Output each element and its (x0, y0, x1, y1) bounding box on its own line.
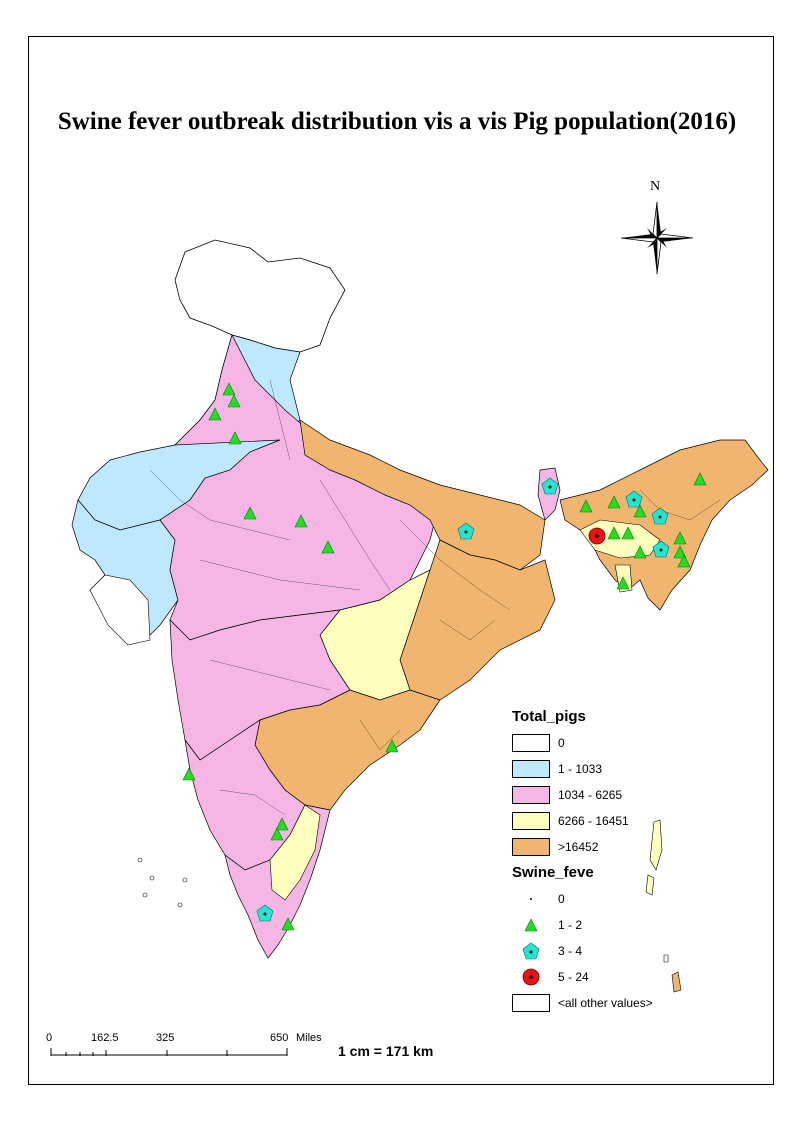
legend-fever-0: 0 (512, 886, 712, 912)
region-gujarat-white (89, 574, 151, 646)
legend-label: 0 (558, 736, 565, 750)
legend-class-0: 0 (512, 730, 712, 756)
legend-swatch (512, 760, 550, 778)
legend-fever-1-2: 1 - 2 (512, 912, 712, 938)
region-east (399, 539, 556, 701)
lakshadweep-islands (137, 857, 188, 908)
cyan-pentagon-icon (512, 942, 550, 960)
legend-fever-5-24: 5 - 24 (512, 964, 712, 990)
legend-label: 1034 - 6265 (558, 788, 623, 802)
scale-unit-label: Miles (296, 1032, 322, 1044)
district-boundaries (149, 379, 721, 816)
legend-swatch (512, 838, 550, 856)
legend-swatch (512, 994, 550, 1012)
legend-label: 6266 - 16451 (558, 814, 629, 828)
region-northeast (559, 439, 769, 611)
outbreak-marker-5-24 (588, 527, 606, 545)
outbreak-marker-3-4-centers (263, 485, 663, 916)
legend-total-pigs-heading: Total_pigs (512, 708, 586, 725)
legend-swatch (512, 734, 550, 752)
legend-label: 1 - 2 (558, 918, 583, 932)
scale-ratio: 1 cm = 171 km (338, 1043, 434, 1059)
legend-label: <all other values> (558, 996, 653, 1010)
legend-label: 1 - 1033 (558, 762, 603, 776)
legend-class-2: 1034 - 6265 (512, 782, 712, 808)
scale-tick-label: 650 (270, 1032, 289, 1044)
legend-other-values: <all other values> (512, 990, 712, 1016)
region-north-no-data (174, 239, 346, 353)
dot-icon (512, 890, 550, 908)
legend-swatch (512, 786, 550, 804)
scale-tick-label: 325 (156, 1032, 175, 1044)
legend-class-3: 6266 - 16451 (512, 808, 712, 834)
red-circle-icon (512, 968, 550, 986)
scale-bar (50, 1048, 288, 1056)
outbreak-marker-1-2 (182, 382, 707, 931)
andaman-islands (645, 819, 682, 993)
outbreak-markers (182, 382, 707, 931)
scale-tick-label: 162.5 (91, 1032, 119, 1044)
legend-swatch (512, 812, 550, 830)
north-arrow-icon (620, 201, 694, 275)
map-title: Swine fever outbreak distribution vis a … (57, 108, 737, 135)
map-frame (28, 36, 774, 1085)
scale-tick-label: 0 (46, 1032, 53, 1044)
legend-class-4: >16452 (512, 834, 712, 860)
legend-label: 0 (558, 892, 565, 906)
legend-label: 5 - 24 (558, 970, 589, 984)
legend-class-1: 1 - 1033 (512, 756, 712, 782)
north-label: N (650, 179, 661, 194)
legend-swine-fever-heading: Swine_feve (512, 864, 594, 881)
legend: Total_pigs 0 1 - 1033 1034 - 6265 6266 -… (512, 708, 712, 1016)
legend-label: 3 - 4 (558, 944, 583, 958)
legend-fever-3-4: 3 - 4 (512, 938, 712, 964)
legend-label: >16452 (558, 840, 599, 854)
green-triangle-icon (512, 916, 550, 934)
region-tamilnadu-yellow (269, 804, 321, 901)
